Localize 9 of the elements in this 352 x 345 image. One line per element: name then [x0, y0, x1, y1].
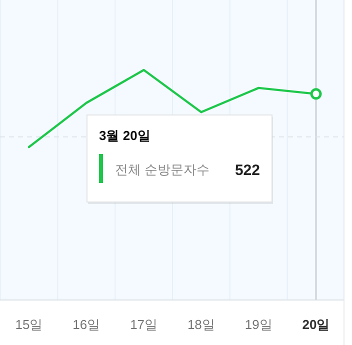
x-tick-label: 19일 — [244, 317, 272, 332]
x-tick-label: 20일 — [302, 317, 330, 332]
x-tick-label: 18일 — [187, 317, 215, 332]
x-tick-label: 16일 — [72, 317, 100, 332]
annotation: 522 — [234, 162, 260, 179]
x-tick-label: 15일 — [15, 317, 43, 332]
x-tick-label: 17일 — [130, 317, 158, 332]
legend-label: 전체 순방문자수 — [115, 162, 210, 177]
annotation: 3월 20일 — [99, 128, 150, 143]
